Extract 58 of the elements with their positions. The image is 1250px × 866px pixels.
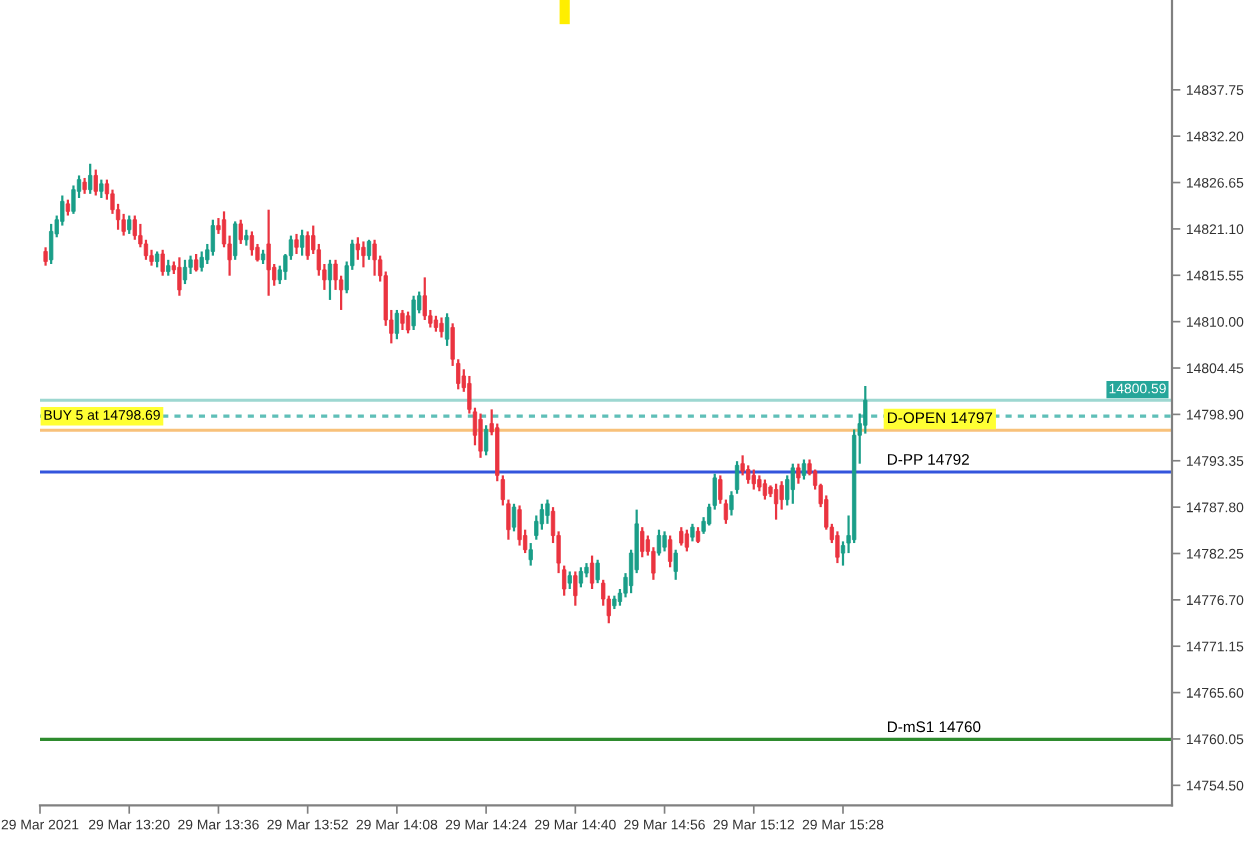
candlestick: [595, 558, 600, 585]
candlestick: [439, 316, 444, 339]
candlestick: [299, 228, 305, 257]
candlestick: [400, 308, 405, 332]
candlestick: [573, 570, 578, 607]
candlestick: [589, 554, 595, 591]
candlestick: [177, 256, 182, 297]
candlestick: [160, 248, 165, 277]
candlestick: [305, 230, 310, 261]
candlestick: [372, 238, 377, 277]
candlestick: [673, 548, 678, 581]
candlestick: [210, 218, 216, 257]
candlestick: [121, 212, 126, 237]
candlestick: [405, 310, 411, 335]
candlestick: [88, 162, 93, 195]
candlestick: [662, 530, 667, 553]
candlestick: [394, 308, 400, 341]
candlestick: [684, 528, 690, 553]
candlestick: [266, 208, 271, 297]
candlestick: [773, 482, 779, 521]
candlestick: [188, 254, 193, 276]
candlestick: [790, 462, 795, 505]
candlestick: [667, 534, 673, 569]
candlestick: [796, 462, 801, 485]
candlestick: [751, 468, 756, 491]
candlestick: [483, 424, 489, 457]
candlestick: [366, 238, 372, 261]
candlestick: [43, 246, 48, 267]
candlestick: [233, 220, 238, 261]
candlestick: [517, 504, 522, 547]
candlestick: [528, 541, 533, 567]
candlestick: [679, 526, 684, 547]
candlestick: [511, 502, 517, 533]
candlestick: [835, 530, 840, 565]
candlestick: [478, 412, 483, 459]
candlestick: [238, 218, 243, 246]
candlestick: [249, 230, 255, 257]
candlestick: [361, 240, 366, 269]
candlestick: [578, 566, 584, 589]
candlestick: [49, 222, 54, 266]
candlestick: [355, 236, 360, 261]
candlestick: [93, 168, 98, 197]
candlestick: [545, 498, 550, 525]
candlestick: [182, 258, 188, 286]
candlestick: [740, 454, 745, 477]
candlestick: [444, 312, 450, 347]
candlestick: [411, 294, 416, 332]
candlestick: [294, 232, 299, 256]
candlestick: [132, 214, 137, 241]
candlestick: [127, 214, 132, 236]
candlestick: [199, 250, 204, 273]
candlestick: [99, 178, 104, 200]
candlestick: [327, 258, 333, 302]
candlestick: [801, 458, 807, 481]
candlestick: [422, 276, 427, 322]
candlestick: [762, 478, 768, 501]
candlestick: [656, 528, 662, 557]
candlestick: [640, 526, 645, 559]
